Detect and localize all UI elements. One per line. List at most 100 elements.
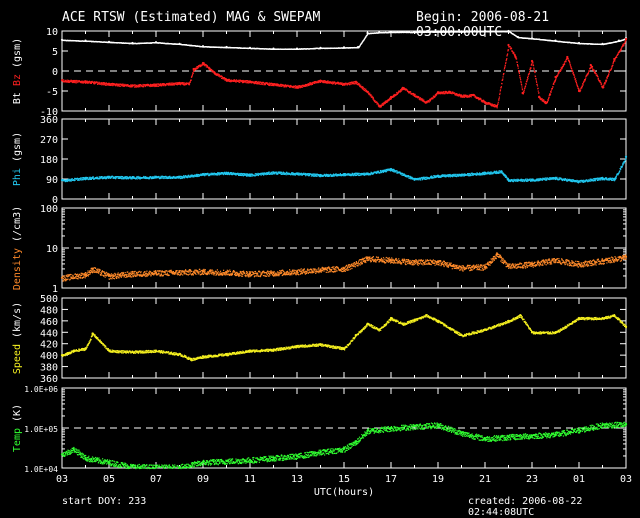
data-point bbox=[534, 72, 535, 73]
data-point bbox=[595, 72, 596, 73]
data-point bbox=[498, 99, 499, 100]
data-point bbox=[540, 98, 541, 99]
anchor-point bbox=[472, 94, 474, 96]
data-point bbox=[570, 65, 571, 66]
data-point bbox=[608, 75, 609, 76]
anchor-point bbox=[296, 48, 298, 50]
data-point bbox=[173, 176, 174, 177]
data-point bbox=[375, 100, 376, 101]
data-point bbox=[328, 81, 329, 82]
anchor-point bbox=[202, 62, 204, 64]
data-point bbox=[569, 63, 570, 64]
data-point bbox=[131, 178, 132, 179]
data-point bbox=[218, 74, 219, 75]
y-axis-label-part: Phi bbox=[12, 168, 23, 186]
data-point bbox=[219, 174, 220, 175]
data-point bbox=[355, 83, 356, 84]
data-point bbox=[555, 79, 556, 80]
anchor-point bbox=[61, 39, 63, 41]
data-point bbox=[499, 97, 500, 98]
data-point bbox=[97, 82, 98, 83]
data-point bbox=[166, 85, 167, 86]
data-point bbox=[120, 86, 121, 87]
data-point bbox=[576, 82, 577, 83]
data-point bbox=[243, 80, 244, 81]
data-point bbox=[357, 82, 358, 83]
anchor-point bbox=[402, 87, 404, 89]
data-point bbox=[597, 76, 598, 77]
data-point bbox=[497, 107, 498, 108]
data-point bbox=[531, 64, 532, 65]
data-point bbox=[76, 82, 77, 83]
data-point bbox=[191, 76, 192, 77]
data-point bbox=[508, 49, 509, 50]
data-point bbox=[537, 85, 538, 86]
data-point bbox=[295, 85, 296, 86]
anchor-point bbox=[531, 60, 533, 62]
data-point bbox=[521, 84, 522, 85]
data-point bbox=[138, 176, 139, 177]
data-point bbox=[467, 95, 468, 96]
data-point bbox=[616, 57, 617, 58]
data-point bbox=[552, 86, 553, 87]
data-point bbox=[436, 94, 437, 95]
data-point bbox=[137, 178, 138, 179]
data-point bbox=[536, 82, 537, 83]
anchor-point bbox=[225, 79, 227, 81]
anchor-point bbox=[355, 81, 357, 83]
data-point bbox=[115, 85, 116, 86]
anchor-point bbox=[272, 83, 274, 85]
data-point bbox=[577, 86, 578, 87]
data-point bbox=[536, 79, 537, 80]
data-point bbox=[163, 178, 164, 179]
data-point bbox=[444, 91, 445, 92]
data-point bbox=[551, 90, 552, 91]
data-point bbox=[235, 175, 236, 176]
data-point bbox=[256, 173, 257, 174]
data-point bbox=[589, 70, 590, 71]
data-point bbox=[373, 99, 374, 100]
data-point bbox=[607, 78, 608, 79]
data-point bbox=[497, 103, 498, 104]
data-point bbox=[574, 75, 575, 76]
data-point bbox=[536, 80, 537, 81]
data-point bbox=[520, 78, 521, 79]
data-point bbox=[621, 49, 622, 50]
data-point bbox=[369, 93, 370, 94]
data-point bbox=[99, 82, 100, 83]
data-point bbox=[246, 82, 247, 83]
data-point bbox=[609, 72, 610, 73]
anchor-point bbox=[460, 95, 462, 97]
data-point bbox=[206, 66, 207, 67]
y-tick-label: 270 bbox=[40, 135, 58, 146]
data-point bbox=[600, 82, 601, 83]
data-point bbox=[433, 97, 434, 98]
data-point bbox=[518, 68, 519, 69]
data-point bbox=[521, 86, 522, 87]
data-point bbox=[171, 82, 172, 83]
data-point bbox=[259, 83, 260, 84]
data-point bbox=[592, 66, 593, 67]
data-point bbox=[510, 46, 511, 47]
data-point bbox=[526, 81, 527, 82]
anchor-point bbox=[84, 80, 86, 82]
data-point bbox=[606, 80, 607, 81]
anchor-point bbox=[613, 58, 615, 60]
data-point bbox=[613, 63, 614, 64]
data-point bbox=[564, 64, 565, 65]
data-point bbox=[342, 82, 343, 83]
y-tick-label: 5 bbox=[52, 47, 58, 58]
y-tick-label: 10 bbox=[46, 27, 58, 38]
data-point bbox=[560, 70, 561, 71]
data-point bbox=[363, 87, 364, 88]
data-point bbox=[558, 73, 559, 74]
data-point bbox=[553, 84, 554, 85]
data-point bbox=[223, 78, 224, 79]
data-point bbox=[594, 70, 595, 71]
data-point bbox=[263, 175, 264, 176]
anchor-point bbox=[131, 84, 133, 86]
data-point bbox=[507, 53, 508, 54]
anchor-point bbox=[73, 80, 75, 82]
data-point bbox=[582, 86, 583, 87]
anchor-point bbox=[272, 48, 274, 50]
